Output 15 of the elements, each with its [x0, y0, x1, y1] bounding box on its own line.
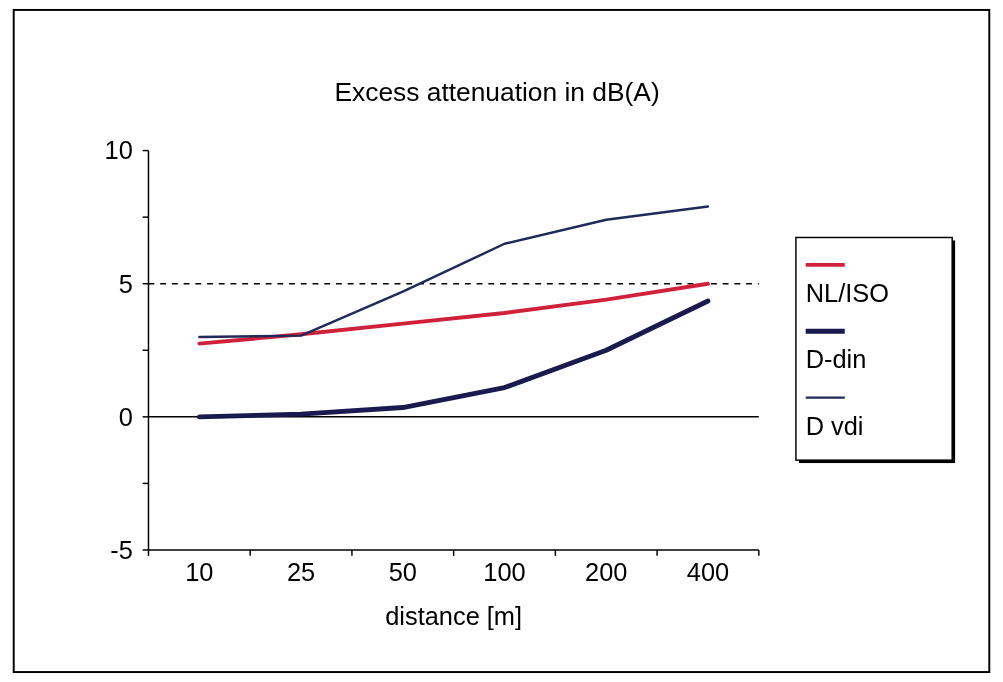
- x-axis-title: distance [m]: [385, 602, 523, 631]
- legend-label: D vdi: [805, 411, 864, 440]
- x-tick-label: 100: [483, 558, 526, 587]
- legend-label: D-din: [805, 345, 867, 374]
- chart-title: Excess attenuation in dB(A): [334, 76, 660, 107]
- x-tick-label: 400: [686, 558, 730, 587]
- y-tick-label: 5: [118, 269, 133, 298]
- x-tick-label: 200: [585, 558, 628, 587]
- y-tick-label: -5: [110, 535, 133, 564]
- x-tick-label: 25: [286, 558, 316, 587]
- legend-label: NL/ISO: [805, 278, 889, 307]
- x-tick-label: 10: [185, 558, 214, 587]
- y-tick-label: 0: [118, 402, 133, 431]
- y-tick-label: 10: [104, 136, 133, 165]
- x-tick-label: 50: [388, 558, 417, 587]
